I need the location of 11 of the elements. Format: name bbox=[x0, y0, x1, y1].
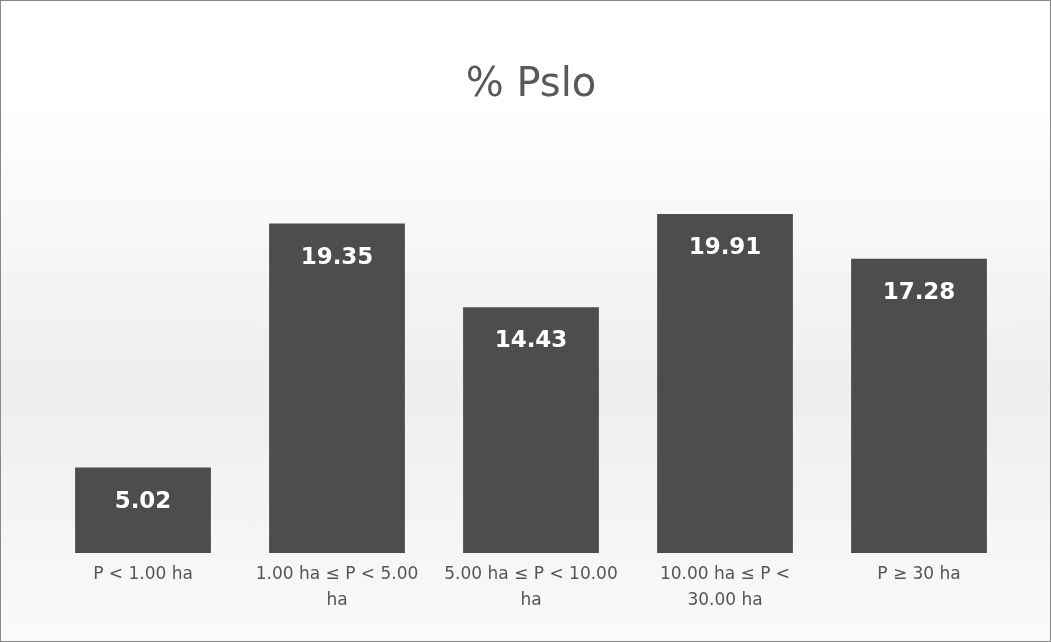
x-tick-label: 5.00 ha ≤ P < 10.00 ha bbox=[444, 562, 618, 609]
x-tick-label: P < 1.00 ha bbox=[93, 562, 193, 583]
data-label: 19.35 bbox=[300, 242, 374, 269]
x-tick-label: P ≥ 30 ha bbox=[877, 562, 961, 583]
x-tick-label: 10.00 ha ≤ P < 30.00 ha bbox=[659, 562, 791, 609]
data-label: 5.02 bbox=[114, 486, 172, 513]
data-label: 19.91 bbox=[688, 233, 762, 259]
x-tick-label: 1.00 ha ≤ P < 5.00 ha bbox=[255, 562, 419, 609]
data-label: 14.43 bbox=[494, 326, 568, 353]
chart-title: % Pslo bbox=[465, 59, 597, 105]
data-label: 17.28 bbox=[882, 277, 956, 304]
